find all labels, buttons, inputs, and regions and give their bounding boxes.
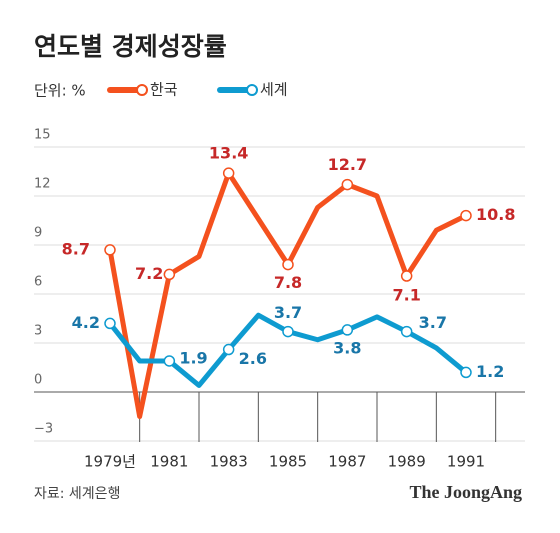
unit-label: 단위: % <box>34 82 86 100</box>
point <box>341 178 354 191</box>
x-tick-label: 1987 <box>328 453 366 471</box>
data-label: 7.8 <box>274 273 302 292</box>
data-label: 3.8 <box>333 338 361 357</box>
data-label: 10.8 <box>476 205 515 224</box>
data-label: 12.7 <box>328 155 367 174</box>
source: 자료: 세계은행 <box>34 486 120 502</box>
data-label: 1.9 <box>179 348 207 367</box>
x-tick-label: 1979년 <box>84 453 136 471</box>
point <box>282 325 294 338</box>
point <box>163 268 176 281</box>
point <box>104 317 116 330</box>
data-label: 13.4 <box>209 144 248 163</box>
x-tick-label: 1991 <box>447 453 485 471</box>
data-label: 3.7 <box>274 303 302 322</box>
point <box>341 324 354 336</box>
point <box>222 343 235 356</box>
line <box>108 312 468 388</box>
point <box>222 167 235 179</box>
y-tick-label: −3 <box>34 422 53 437</box>
point <box>460 209 472 222</box>
data-label: 7.1 <box>392 286 420 305</box>
data-label: 3.7 <box>419 313 447 332</box>
y-tick-label: 15 <box>34 128 51 143</box>
point <box>400 270 413 282</box>
data-label: 4.2 <box>72 313 100 332</box>
x-tick-label: 1983 <box>210 453 248 471</box>
point <box>460 366 472 379</box>
point <box>282 258 294 271</box>
x-tick-label: 1981 <box>150 453 188 471</box>
y-tick-label: 12 <box>34 177 51 192</box>
x-tick-label: 1985 <box>269 453 307 471</box>
y-tick-label: 0 <box>34 373 42 388</box>
point <box>400 325 413 338</box>
legend-label: 한국 <box>150 81 178 99</box>
point <box>163 355 176 367</box>
legend-label: 세계 <box>260 81 288 99</box>
legend-marker <box>246 84 258 96</box>
legend-marker <box>136 84 148 96</box>
y-tick-label: 3 <box>34 324 42 339</box>
point <box>104 244 116 256</box>
y-tick-label: 6 <box>34 275 42 290</box>
data-label: 2.6 <box>239 349 267 368</box>
brand: The JoongAng <box>409 482 522 502</box>
chart-title: 연도별 경제성장률 <box>34 32 227 61</box>
x-tick-label: 1989 <box>388 453 426 471</box>
data-label: 7.2 <box>135 264 163 283</box>
data-label: 8.7 <box>62 239 90 258</box>
data-label: 1.2 <box>476 362 504 381</box>
y-tick-label: 9 <box>34 226 42 241</box>
